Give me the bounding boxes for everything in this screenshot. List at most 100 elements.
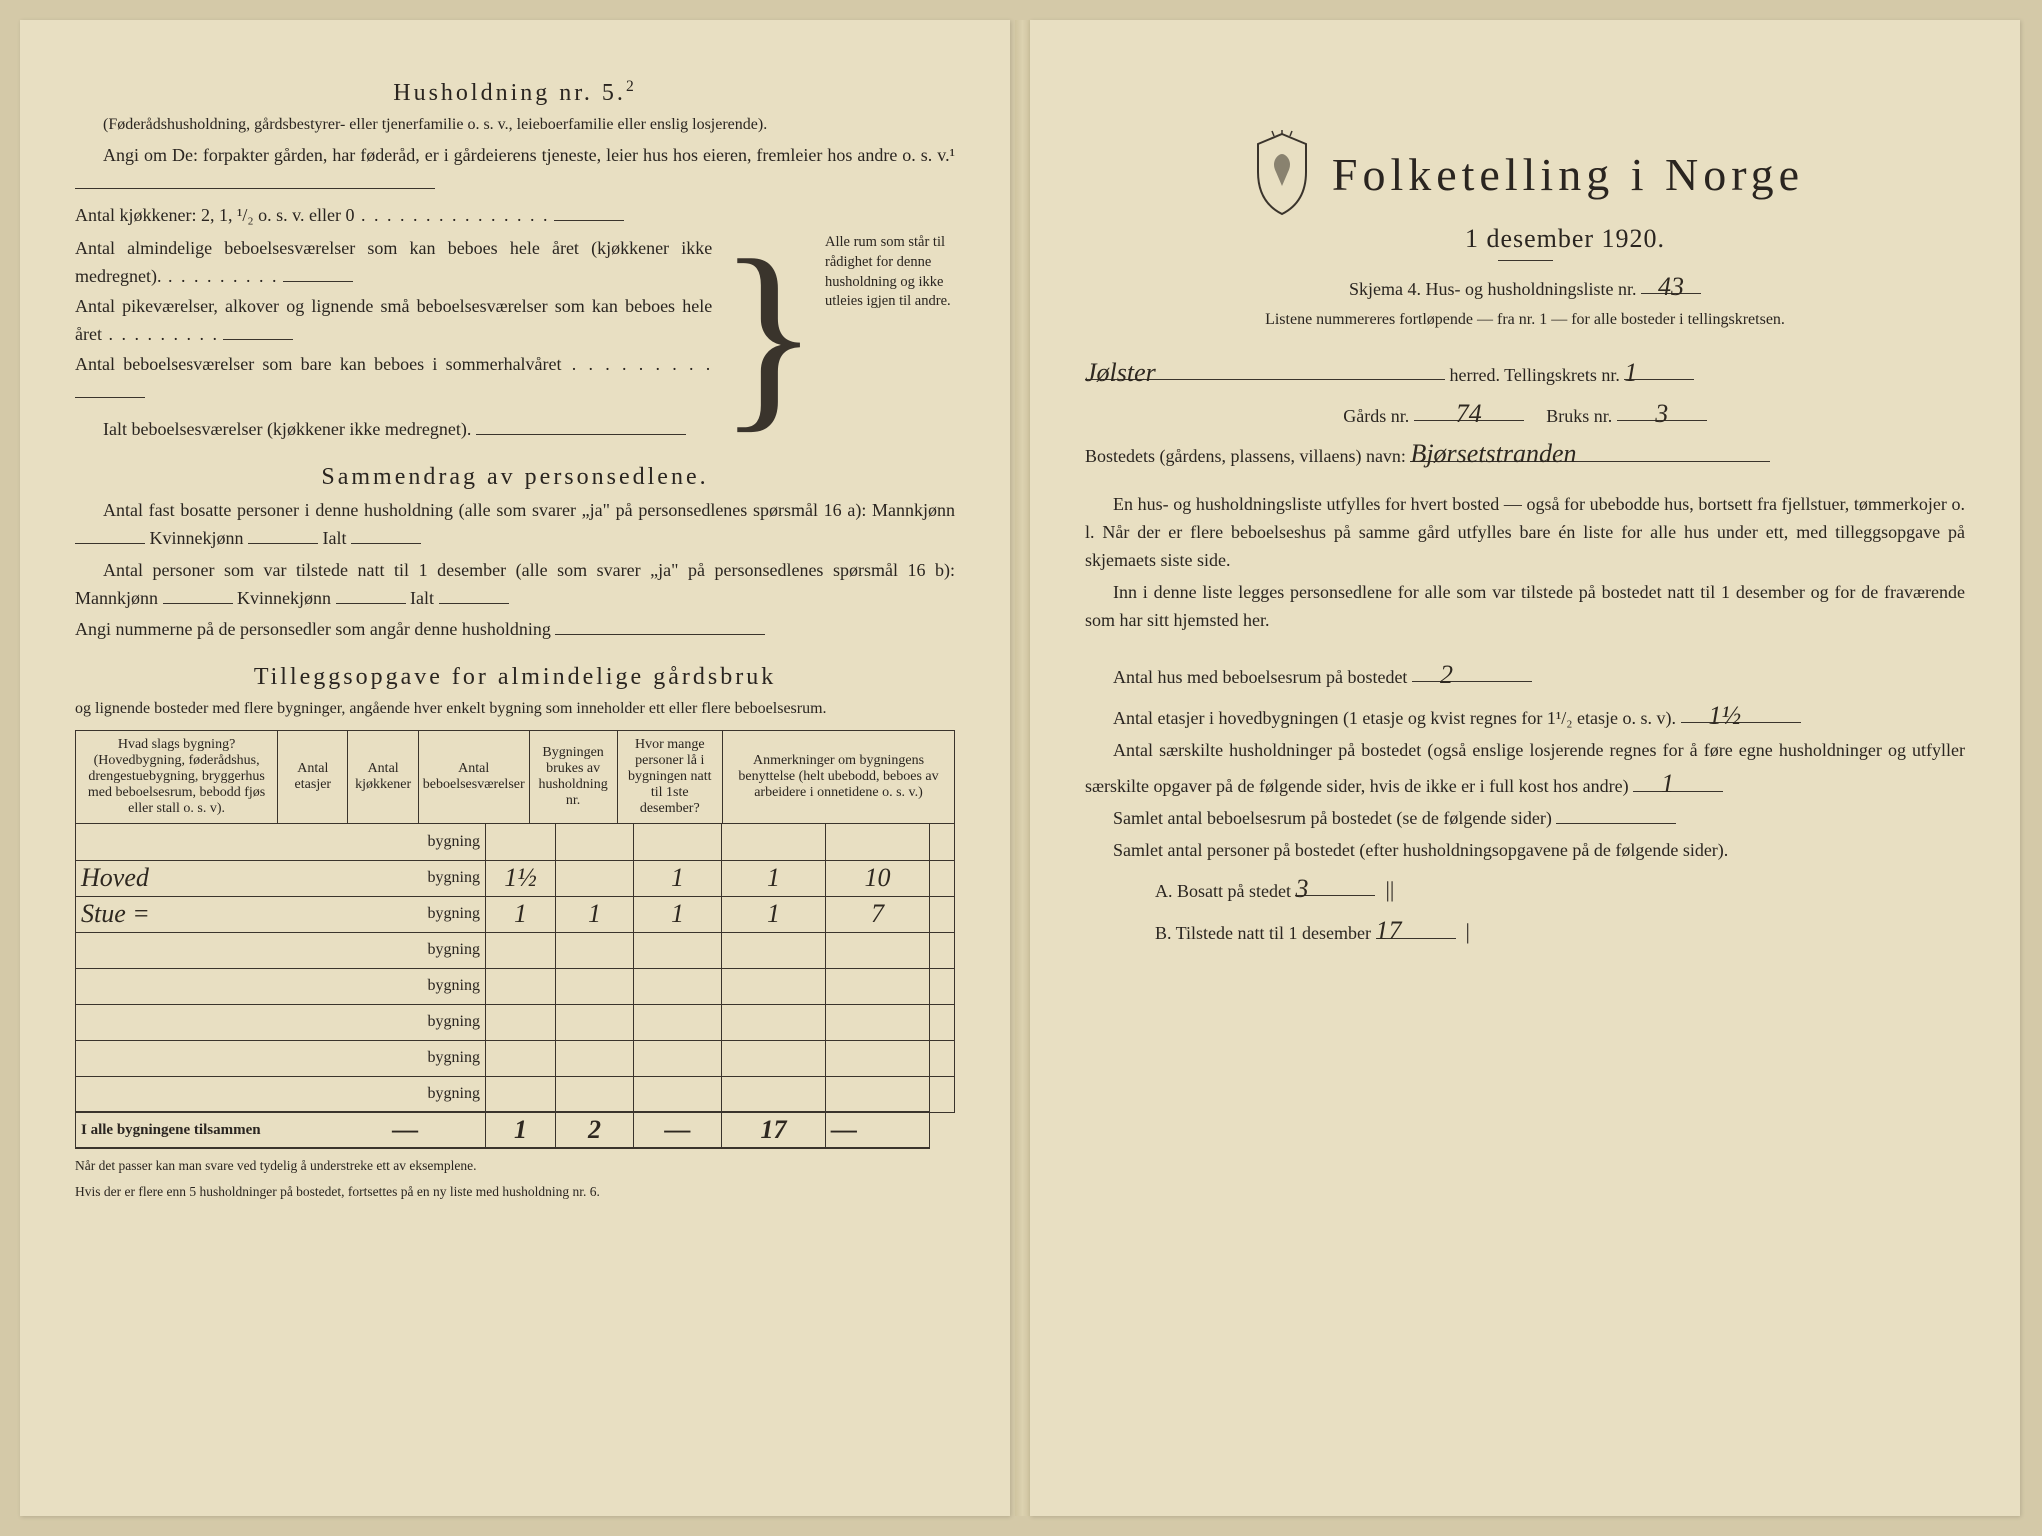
title-block: Folketelling i Norge 1 desember 1920.	[1085, 130, 1965, 261]
th-6: Anmerkninger om bygningens benyttelse (h…	[723, 731, 955, 824]
p4-val[interactable]: 1½	[1681, 696, 1801, 723]
sum-kj: 1	[514, 1115, 527, 1144]
sd-p3-text: Angi nummerne på de personsedler som ang…	[75, 619, 551, 639]
tk-nr[interactable]: 1	[1624, 353, 1694, 380]
p5-text: Antal særskilte husholdninger på bostede…	[1085, 740, 1965, 797]
row-name[interactable]: Hoved	[81, 863, 149, 892]
byg-label: bygning	[326, 932, 486, 968]
tally-icon: ||	[1380, 877, 1394, 902]
bygning-rows: bygning Hoved bygning 1½ 1 1 10 Stue = bygning 1 1…	[75, 824, 955, 1149]
sd-kv2: Kvinnekjønn	[237, 588, 331, 608]
h5-title-text: Husholdning nr. 5.	[393, 80, 626, 106]
table-row: bygning	[76, 968, 955, 1004]
bost-lbl: Bostedets (gårdens, plassens, villaens) …	[1085, 446, 1406, 466]
herred-line: Jølster herred. Tellingskrets nr. 1	[1085, 353, 1965, 390]
row-et[interactable]: 1½	[504, 863, 537, 892]
right-page: Folketelling i Norge 1 desember 1920. Sk…	[1030, 20, 2020, 1516]
sd-ialt2: Ialt	[410, 588, 434, 608]
byg-label: bygning	[326, 968, 486, 1004]
kitch-text: Antal kjøkkener: 2, 1, ¹/₂ o. s. v. elle…	[75, 205, 354, 225]
crest-icon	[1246, 130, 1318, 218]
table-row: bygning	[76, 1040, 955, 1076]
bost-val[interactable]: Bjørsetstranden	[1410, 434, 1770, 461]
bruks-nr[interactable]: 3	[1617, 394, 1707, 421]
p1: En hus- og husholdningsliste utfylles fo…	[1085, 491, 1965, 575]
h5-p1-blank[interactable]	[75, 170, 435, 189]
skj-sub: Listene nummereres fortløpende — fra nr.…	[1085, 308, 1965, 333]
p6: Samlet antal beboelsesrum på bostedet (s…	[1085, 805, 1965, 833]
row-name[interactable]: Stue =	[81, 899, 150, 928]
kitch-line: Antal kjøkkener: 2, 1, ¹/₂ o. s. v. elle…	[75, 202, 955, 230]
dots-icon	[562, 354, 713, 374]
table-row: bygning	[76, 932, 955, 968]
kitch-blank[interactable]	[554, 202, 624, 221]
gards-line: Gårds nr. 74 Bruks nr. 3	[1085, 394, 1965, 431]
table-row: Stue =bygning11117	[76, 896, 955, 932]
table-row: bygning	[76, 1076, 955, 1112]
row-bv[interactable]: 1	[671, 899, 684, 928]
bost-line: Bostedets (gårdens, plassens, villaens) …	[1085, 434, 1965, 471]
row-bv[interactable]: 1	[671, 863, 684, 892]
sd-p1a: Antal fast bosatte personer i denne hush…	[103, 500, 955, 520]
dots-icon	[102, 324, 219, 344]
row-pl[interactable]: 7	[871, 899, 884, 928]
skj-nr[interactable]: 43	[1641, 267, 1701, 294]
sum-et: —	[392, 1115, 418, 1144]
pA-lbl: A. Bosatt på stedet	[1155, 881, 1291, 901]
header-row: Hvad slags bygning? (Hovedbygning, føder…	[76, 731, 955, 824]
bruks-lbl: Bruks nr.	[1546, 406, 1612, 426]
sd-kv1: Kvinnekjønn	[150, 528, 244, 548]
row-hn[interactable]: 1	[767, 863, 780, 892]
row-kj[interactable]: 1	[588, 899, 601, 928]
row-hn[interactable]: 1	[767, 899, 780, 928]
pA: A. Bosatt på stedet 3 ||	[1155, 869, 1965, 907]
sd-ialt2-b[interactable]	[439, 585, 509, 604]
row-pl[interactable]: 10	[865, 863, 891, 892]
herred-val[interactable]: Jølster	[1085, 353, 1445, 380]
th-4: Bygningen brukes av husholdning nr.	[529, 731, 617, 824]
brace-line-2-text: Antal beboelsesværelser som bare kan beb…	[75, 354, 562, 374]
sd-kv1-b[interactable]	[248, 525, 318, 544]
sd-kv2-b[interactable]	[336, 585, 406, 604]
sum-bv: 2	[588, 1115, 601, 1144]
p5-val[interactable]: 1	[1633, 764, 1723, 791]
sum-row: I alle bygningene tilsammen — 1 2 — 17 —	[76, 1112, 955, 1148]
row-et[interactable]: 1	[514, 899, 527, 928]
brace-blank-2[interactable]	[75, 379, 145, 398]
gards-nr[interactable]: 74	[1414, 394, 1524, 421]
sum-hn: —	[665, 1115, 691, 1144]
pB: B. Tilstede natt til 1 desember 17 |	[1155, 911, 1965, 949]
sd-mk1[interactable]	[75, 525, 145, 544]
p2: Inn i denne liste legges personsedlene f…	[1085, 579, 1965, 635]
byg-label: bygning	[326, 1040, 486, 1076]
brace-blank-0[interactable]	[283, 263, 353, 282]
brace-blank-1[interactable]	[223, 321, 293, 340]
p4-a: Antal etasjer i hovedbygningen (1 etasje…	[1113, 708, 1676, 728]
sd-mk2[interactable]	[163, 585, 233, 604]
table-row: bygning	[76, 1004, 955, 1040]
rule-icon	[1498, 260, 1553, 261]
h5-sup: 2	[626, 78, 637, 95]
fn1: Når det passer kan man svare ved tydelig…	[75, 1157, 955, 1175]
brace-line-1: Antal pikeværelser, alkover og lignende …	[75, 293, 712, 349]
p6-blank[interactable]	[1556, 805, 1676, 824]
sum-an: —	[831, 1115, 857, 1144]
h5-p1: Angi om De: forpakter gården, har føderå…	[75, 142, 955, 198]
p3-val[interactable]: 2	[1412, 655, 1532, 682]
ialt-text: Ialt beboelsesværelser (kjøkkener ikke m…	[103, 419, 471, 439]
byg-label: bygning	[326, 824, 486, 860]
sum-pl: 17	[761, 1115, 787, 1144]
tg-sub: og lignende bosteder med flere bygninger…	[75, 697, 955, 722]
ialt-blank[interactable]	[476, 416, 686, 435]
sd-ialt1-b[interactable]	[351, 525, 421, 544]
bygning-table: Hvad slags bygning? (Hovedbygning, føder…	[75, 730, 955, 824]
sd-p3: Angi nummerne på de personsedler som ang…	[75, 616, 955, 644]
byg-label: bygning	[326, 1076, 486, 1112]
byg-label: bygning	[326, 860, 486, 896]
p5: Antal særskilte husholdninger på bostede…	[1085, 737, 1965, 802]
herred-lbl: herred. Tellingskrets nr.	[1450, 365, 1620, 385]
pA-val[interactable]: 3	[1295, 869, 1375, 896]
pB-val[interactable]: 17	[1376, 911, 1456, 938]
sd-p3-b[interactable]	[555, 617, 765, 636]
fn2: Hvis der er flere enn 5 husholdninger på…	[75, 1183, 955, 1201]
